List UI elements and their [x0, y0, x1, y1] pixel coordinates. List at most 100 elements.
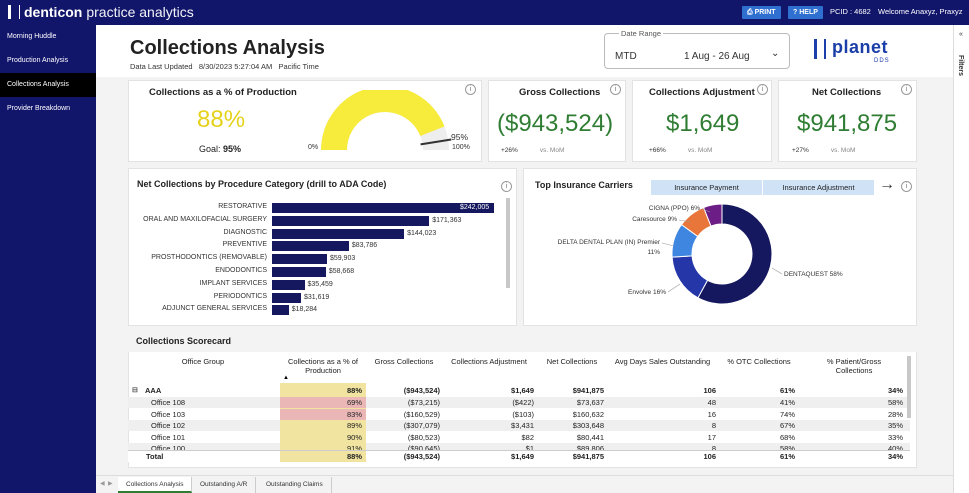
table-row-total[interactable]: Total 88% ($943,524) $1,649 $941,875 106 61% 34… — [128, 451, 910, 462]
date-range-selector[interactable]: Date Range MTD 1 Aug - 26 Aug ⌄ — [604, 29, 790, 69]
donut-slice-label: Caresource 9% — [632, 216, 677, 223]
net-collections-value: $941,875 — [797, 110, 898, 137]
sidebar-item-production-analysis[interactable]: Production Analysis — [7, 57, 69, 64]
gross-collections-title: Gross Collections — [519, 87, 601, 98]
cell-patient: 58% — [887, 398, 903, 407]
procedure-chart-card — [128, 168, 517, 326]
net-collections-card — [778, 80, 917, 162]
next-page-icon[interactable]: ▶ — [108, 481, 113, 487]
gross-collections-change: +26% vs. MoM — [501, 147, 564, 154]
prev-page-icon[interactable]: ◀ — [100, 481, 105, 487]
cell-gross: ($307,079) — [403, 421, 440, 430]
bar[interactable] — [272, 254, 327, 265]
table-row[interactable]: Office 101 90% ($80,523) $82 $80,441 17 68% 33% — [128, 431, 910, 443]
cell-days: 106 — [703, 386, 716, 395]
info-icon[interactable]: i — [610, 84, 621, 95]
cell-net: $941,875 — [572, 452, 604, 461]
procedure-chart-title: Net Collections by Procedure Category (d… — [137, 179, 387, 189]
donut-slice[interactable] — [697, 203, 773, 305]
chart-scrollbar[interactable] — [506, 198, 510, 288]
col-collections-pct[interactable]: Collections as a % of Production — [287, 357, 359, 375]
pcid-label: PCID : 4682 — [830, 7, 871, 16]
info-icon[interactable]: i — [757, 84, 768, 95]
bar[interactable] — [272, 279, 305, 290]
info-icon[interactable]: i — [501, 181, 512, 192]
cell-net: $160,632 — [572, 409, 604, 419]
bar[interactable] — [272, 215, 430, 226]
bar[interactable] — [272, 305, 289, 316]
collections-pct-cell: 88% — [346, 386, 362, 395]
welcome-user[interactable]: Welcome Anaxyz, Praxyz — [878, 7, 963, 16]
tab-insurance-payment[interactable]: Insurance Payment — [651, 180, 762, 195]
tab-outstanding-ar[interactable]: Outstanding A/R — [192, 477, 257, 493]
table-row[interactable]: Office 108 69% ($73,215) ($422) $73,637 48 41%… — [128, 397, 910, 408]
collapse-filters-icon[interactable]: « — [959, 31, 963, 38]
collections-adjustment-title: Collections Adjustment — [649, 87, 755, 98]
bar[interactable] — [272, 292, 301, 303]
print-button-label: PRINT — [754, 9, 776, 16]
chevron-down-icon[interactable]: ⌄ — [771, 48, 780, 59]
sidebar-item-collections-analysis[interactable]: Collections Analysis — [0, 73, 96, 97]
bar[interactable] — [272, 203, 494, 213]
mom-label: vs. MoM — [539, 147, 565, 154]
updated-value: 8/30/2023 5:27:04 AM — [198, 62, 273, 71]
collapse-group-icon[interactable]: ⊟ — [132, 387, 138, 394]
info-icon[interactable]: i — [901, 84, 912, 95]
col-avg-days-sales-outstanding[interactable]: Avg Days Sales Outstanding — [614, 357, 711, 366]
insurance-donut-chart[interactable]: DENTAQUEST 58% Envolve 16% DELTA DENTAL PL… — [540, 196, 910, 316]
cell-gross: ($943,524) — [403, 386, 440, 395]
gross-collections-value: ($943,524) — [497, 110, 614, 137]
updated-label: Data Last Updated — [130, 62, 193, 71]
leader-line — [661, 242, 675, 247]
table-row[interactable]: Office 102 89% ($307,079) $3,431 $303,648 8 67… — [128, 420, 910, 431]
table-row[interactable]: Office 103 83% ($160,529) ($103) $160,632 16 7… — [128, 408, 910, 420]
table-row[interactable]: Office 100 91% ($90,645) $1 $89,806 8 58% 40% — [128, 443, 910, 454]
cell-days: 8 — [711, 421, 716, 430]
collections-adjustment-change: +66% vs. MoM — [649, 147, 712, 154]
help-button[interactable]: ? HELP — [788, 6, 823, 19]
leader-line — [678, 219, 691, 223]
sidebar-item-morning-huddle[interactable]: Morning Huddle — [7, 33, 57, 40]
cell-gross: ($943,524) — [403, 452, 440, 461]
filters-label: Filters — [957, 55, 964, 77]
col-gross-collections[interactable]: Gross Collections — [374, 357, 434, 366]
tab-outstanding-claims[interactable]: Outstanding Claims — [258, 477, 332, 493]
collections-pct-cell: 89% — [280, 420, 366, 431]
denticon-logo-icon — [8, 5, 20, 19]
table-row-group[interactable]: ⊟ AAA 88% ($943,524) $1,649 $941,875 106 61% 34% — [128, 385, 910, 396]
col-office-group[interactable]: Office Group — [181, 357, 225, 366]
info-icon[interactable]: i — [901, 181, 912, 192]
cell-net: $89,806 — [576, 444, 604, 453]
bar-category-label: DIAGNOSTIC — [223, 228, 267, 236]
cell-patient: 28% — [887, 409, 903, 419]
tab-collections-analysis[interactable]: Collections Analysis — [118, 477, 193, 493]
bar-category-label: PREVENTIVE — [222, 241, 267, 249]
bar[interactable] — [272, 228, 405, 239]
sort-ascending-icon[interactable]: ▲ — [283, 375, 289, 381]
timezone: Pacific Time — [278, 62, 319, 71]
cell-adj: $1,649 — [511, 386, 534, 395]
sidebar-item-provider-breakdown[interactable]: Provider Breakdown — [7, 105, 71, 112]
insurance-chart-title: Top Insurance Carriers — [535, 180, 633, 190]
cell-patient: 34% — [887, 452, 903, 461]
cell-otc: 67% — [779, 421, 795, 430]
cell-otc: 74% — [779, 409, 795, 419]
table-scrollbar[interactable] — [907, 356, 911, 418]
cell-otc: 61% — [779, 452, 795, 461]
tab-insurance-adjustment[interactable]: Insurance Adjustment — [763, 180, 874, 195]
print-button[interactable]: ⎙ PRINT — [742, 6, 781, 19]
date-range-period: MTD — [615, 51, 637, 62]
collections-pct-cell: 91% — [280, 443, 366, 454]
bar[interactable] — [272, 241, 349, 252]
bar[interactable] — [272, 267, 326, 277]
arrow-right-icon[interactable]: → — [879, 176, 895, 193]
col-net-collections[interactable]: Net Collections — [546, 357, 598, 366]
col-patient-gross-collections[interactable]: % Patient/Gross Collections — [826, 357, 882, 375]
collections-adjustment-card — [632, 80, 772, 162]
col-collections-adjustment[interactable]: Collections Adjustment — [451, 357, 527, 366]
filters-pane[interactable]: « Filters — [953, 25, 969, 493]
col-otc-collections[interactable]: % OTC Collections — [727, 357, 791, 366]
bar-value-label: $58,668 — [328, 268, 355, 275]
info-icon[interactable]: i — [465, 84, 476, 95]
donut-slice[interactable] — [702, 203, 723, 227]
